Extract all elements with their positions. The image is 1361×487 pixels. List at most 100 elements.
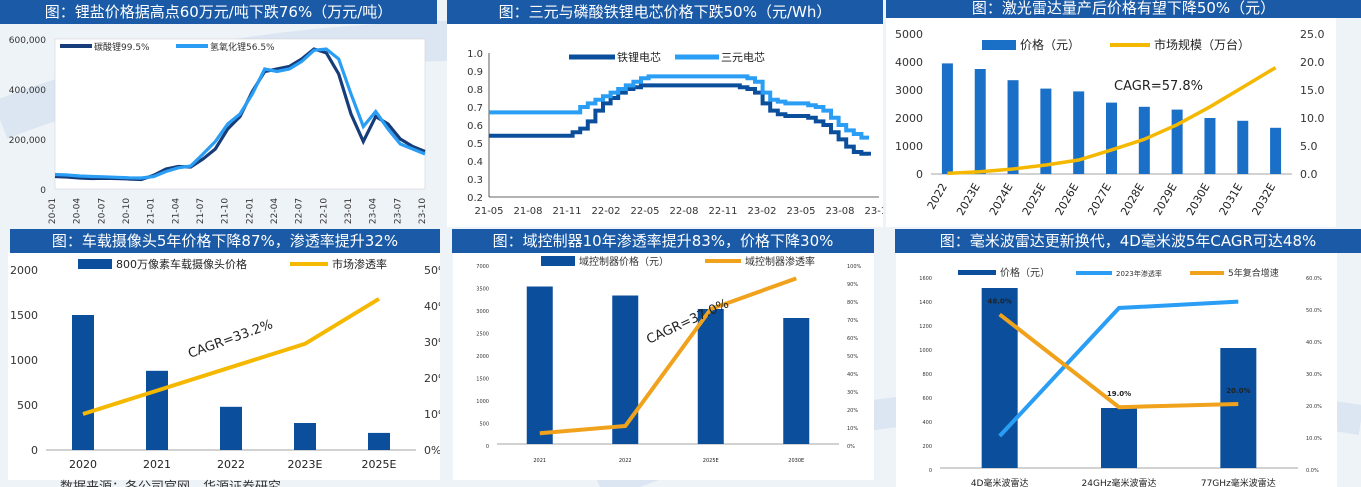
legend-swatch [78,259,112,269]
y-left-tick-label: 2500 [476,332,489,338]
x-tick-label: 2029E [1151,181,1180,218]
x-tick-label: 23-05 [786,206,815,217]
legend-label: 800万像素车载摄像头价格 [116,257,247,271]
y-right-tick-label: 100% [847,264,862,270]
bar [1040,88,1052,174]
y-right-tick-label: 20.0 [1300,56,1325,69]
x-tick-label: 22-07 [295,198,305,224]
y-left-tick-label: 500 [479,422,489,428]
legend-label: 价格（元） [1000,266,1050,279]
bar [697,309,724,444]
y-right-tick-label: 10.0% [1306,436,1322,442]
bar [220,406,242,450]
x-tick-label: 23-04 [369,198,379,224]
x-tick-label: 20-04 [73,198,83,224]
x-tick-label: 2021 [143,458,171,471]
y-left-tick-label: 400 [922,420,932,426]
legend-label: 三元电芯 [721,50,765,64]
x-tick-label: 22-01 [245,198,255,224]
x-tick-label: 22-05 [630,206,659,217]
x-tick-label: 20-01 [48,198,58,224]
y-tick-label: 0.2 [467,193,483,204]
legend-swatch [541,256,575,266]
legend-label: 域控制器渗透率 [745,255,815,268]
x-tick-label: 21-08 [513,206,542,217]
series-line [82,297,381,416]
x-tick-label: 21-01 [147,198,157,224]
legend-swatch [958,270,996,275]
camera-chart: 2000 1500 1000 500 0 50% 40% 30% 20% 10% 0% 2020 202… [10,257,440,471]
x-tick-label: 2025E [703,458,719,464]
y-left-tick-label: 1500 [476,377,489,383]
annotation: CAGR=57.8% [1114,79,1203,94]
x-tick-label: 21-10 [221,198,231,224]
y-right-tick-label: 30% [847,390,858,396]
bar [1007,80,1019,174]
y-left-tick-label: 1200 [919,324,932,330]
bar [1106,102,1117,174]
x-tick-label: 22-08 [669,206,698,217]
bar [1073,91,1085,174]
x-tick-label: 21-04 [171,198,181,224]
x-tick-label: 21-11 [552,206,581,217]
x-tick-label: 2031E [1217,181,1246,218]
data-label: 20.0% [1226,387,1250,395]
y-left-tick-label: 2000 [10,264,38,277]
y-left-tick-label: 800 [922,372,932,378]
bar [612,295,639,444]
y-left-tick-label: 200 [922,444,932,450]
chart-title: 图：激光雷达量产后价格有望下降50%（元） [886,0,1361,18]
y-left-tick-label: 600 [922,396,932,402]
y-left-tick-label: 500 [17,399,38,412]
bar [294,423,316,450]
y-right-tick-label: 20.0% [1306,404,1322,410]
x-tick-label: 21-05 [474,206,503,217]
x-tick-label: 23-11 [864,206,883,217]
x-tick-label: 20-10 [122,198,132,224]
y-right-tick-label: 20% [424,372,440,385]
y-tick-label: 400,000 [9,86,46,96]
chart-title: 图：域控制器10年渗透率提升83%，价格下降30% [452,229,874,253]
y-left-tick-label: 3000 [476,309,489,315]
panel-cell-price: 1.0 0.9 0.8 0.7 0.6 0.5 0.4 0.3 0.2 21-05 21-08 21-… [447,22,883,227]
legend-label: 市场渗透率 [332,257,387,271]
y-left-tick-label: 0 [31,444,38,457]
y-right-tick-label: 50% [847,354,858,360]
y-left-tick-label: 2000 [476,354,489,360]
y-tick-label: 0.5 [467,139,483,150]
legend-label: 铁锂电芯 [617,50,661,64]
panel-domain-controller: 7000 3500 3000 2500 2000 1500 1000 500 0 100% 90% 8… [453,252,874,480]
x-tick-label: 23-07 [393,198,403,224]
chart-title: 图：三元与磷酸铁锂电芯价格下跌50%（元/Wh） [447,0,883,24]
series-line [947,66,1277,176]
series-line [54,47,426,180]
chart-title: 图：车载摄像头5年价格下降87%，渗透率提升32% [10,229,440,253]
bar [974,69,986,174]
y-right-tick-label: 40% [424,300,440,313]
y-right-tick-label: 10% [424,408,440,421]
bar [146,370,168,450]
chart-title: 图：锂盐价格据高点60万元/吨下跌76%（万元/吨） [0,0,437,24]
x-tick-label: 2022 [217,458,245,471]
y-left-tick-label: 7000 [476,264,489,270]
y-left-tick-label: 1400 [919,300,932,306]
y-left-tick-label: 0 [929,468,932,474]
legend-swatch [982,40,1016,50]
y-right-tick-label: 30.0% [1306,372,1322,378]
cell-price-chart: 1.0 0.9 0.8 0.7 0.6 0.5 0.4 0.3 0.2 21-05 21-08 21-… [467,49,883,217]
x-tick-label: 22-04 [270,198,280,224]
x-tick-label: 2022 [619,458,632,464]
x-tick-label: 22-02 [591,206,620,217]
series-line [998,312,1239,410]
y-right-tick-label: 90% [847,282,858,288]
y-right-tick-label: 0.0% [1306,468,1319,474]
legend-label: 域控制器价格（元） [579,255,669,268]
x-tick-label: 2027E [1085,181,1114,218]
bar [1101,408,1137,468]
x-tick-label: 24GHz毫米波雷达 [1082,477,1157,487]
y-right-tick-label: 50.0% [1306,308,1322,314]
y-left-tick-label: 1600 [919,276,932,282]
y-tick-label: 0.9 [467,67,483,78]
footer-source: 数据来源：各公司官网，华源证券研究 [60,476,281,487]
y-right-tick-label: 80% [847,300,858,306]
